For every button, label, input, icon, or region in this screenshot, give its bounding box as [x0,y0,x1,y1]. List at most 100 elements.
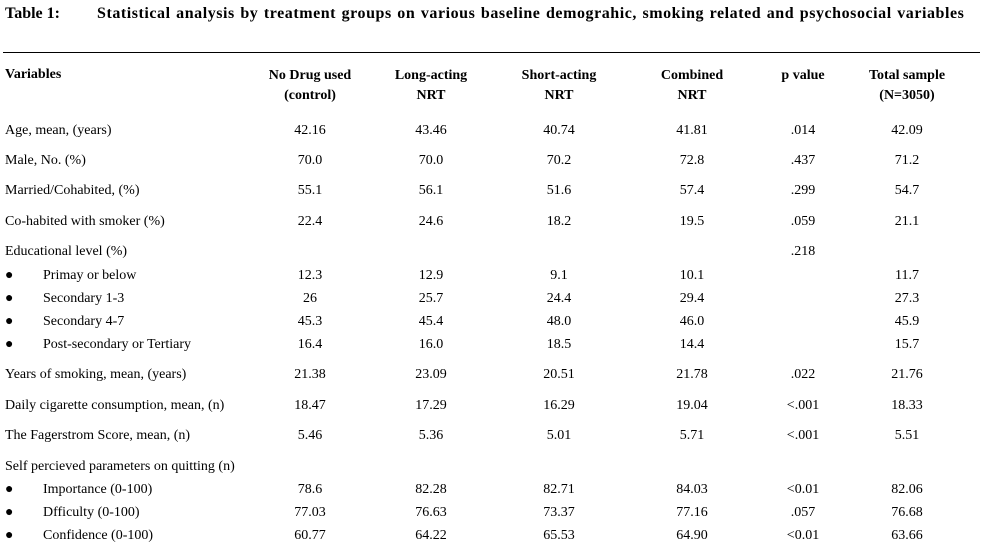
bullet-icon: ● [5,505,14,520]
cell-short-acting: 16.29 [543,398,575,413]
cell-total: 76.68 [891,505,923,520]
table-row: Daily cigarette consumption, mean, (n) 18… [0,396,985,416]
cell-long-acting: 12.9 [418,268,444,283]
cell-total: 11.7 [895,268,919,283]
table-row: ● Dfficulty (0-100) 77.03 76.63 73.37 77.16 .0… [0,503,985,523]
sub-variable-label: Secondary 4-7 [43,314,125,329]
table-row: ● Importance (0-100) 78.6 82.28 82.71 84.03 <0… [0,480,985,500]
variable-label: Years of smoking, mean, (years) [5,367,187,382]
variable-label: Co-habited with smoker (%) [5,214,165,229]
cell-short-acting: 73.37 [543,505,575,520]
cell-total: 45.9 [894,314,920,329]
header-variables: Variables [5,67,62,82]
sub-variable-label: Importance (0-100) [43,482,153,497]
table-row: Years of smoking, mean, (years) 21.38 23.0… [0,365,985,385]
cell-total: 71.2 [894,153,920,168]
cell-short-acting: 65.53 [543,528,575,543]
header-rule [3,52,980,53]
table-row: Age, mean, (years) 42.16 43.46 40.74 41.81 .0… [0,121,985,141]
variable-label: Educational level (%) [5,244,128,259]
header-short-acting: Short-acting NRT [521,68,597,103]
cell-no-drug: 45.3 [297,314,323,329]
cell-total: 21.1 [894,214,920,229]
cell-combined: 84.03 [676,482,708,497]
sub-variable-label: Dfficulty (0-100) [43,505,140,520]
cell-long-acting: 56.1 [418,183,444,198]
sub-variable-label: Post-secondary or Tertiary [43,337,192,352]
cell-no-drug: 60.77 [294,528,326,543]
variable-label: Male, No. (%) [5,153,86,168]
table-row: ● Secondary 1-3 26 25.7 24.4 29.4 27.3 [0,289,985,309]
cell-total: 5.51 [894,428,920,443]
cell-p-value: .022 [790,367,816,382]
bullet-icon: ● [5,528,14,543]
bullet-icon: ● [5,268,14,283]
cell-short-acting: 70.2 [546,153,572,168]
cell-combined: 5.71 [679,428,705,443]
cell-no-drug: 42.16 [294,123,326,138]
bullet-icon: ● [5,482,14,497]
cell-total: 54.7 [894,183,920,198]
cell-short-acting: 18.2 [546,214,572,229]
bullet-icon: ● [5,337,14,352]
cell-total: 82.06 [891,482,923,497]
table-row: Married/Cohabited, (%) 55.1 56.1 51.6 57.4 .2… [0,181,985,201]
cell-total: 18.33 [891,398,923,413]
cell-p-value: .437 [790,153,816,168]
cell-no-drug: 21.38 [294,367,326,382]
variable-label: The Fagerstrom Score, mean, (n) [5,428,191,443]
table-row: ● Secondary 4-7 45.3 45.4 48.0 46.0 45.9 [0,312,985,332]
cell-no-drug: 78.6 [297,482,323,497]
variable-label: Self percieved parameters on quitting (n… [5,459,235,474]
cell-short-acting: 40.74 [543,123,575,138]
table-row: ● Primay or below 12.3 12.9 9.1 10.1 11.7 [0,266,985,286]
cell-long-acting: 16.0 [418,337,444,352]
header-no-drug: No Drug used (control) [268,68,352,103]
cell-combined: 57.4 [679,183,705,198]
table-caption-label: Table 1: [5,5,60,22]
table-caption-text: Statistical analysis by treatment groups… [97,5,965,22]
cell-p-value: .014 [790,123,816,138]
cell-combined: 46.0 [679,314,705,329]
cell-no-drug: 77.03 [294,505,326,520]
cell-total: 42.09 [891,123,923,138]
cell-combined: 72.8 [679,153,705,168]
cell-no-drug: 12.3 [297,268,323,283]
cell-long-acting: 64.22 [415,528,447,543]
cell-short-acting: 82.71 [543,482,575,497]
cell-long-acting: 82.28 [415,482,447,497]
cell-combined: 19.04 [676,398,708,413]
header-total: Total sample (N=3050) [868,68,946,103]
table-row: ● Confidence (0-100) 60.77 64.22 65.53 64.90 <… [0,526,985,546]
cell-no-drug: 22.4 [297,214,323,229]
cell-long-acting: 45.4 [418,314,444,329]
cell-no-drug: 70.0 [297,153,323,168]
cell-long-acting: 5.36 [418,428,444,443]
cell-no-drug: 26 [303,291,317,306]
cell-no-drug: 5.46 [297,428,323,443]
cell-short-acting: 9.1 [550,268,568,283]
header-long-acting: Long-acting NRT [394,68,468,103]
cell-combined: 14.4 [679,337,705,352]
cell-p-value: .218 [790,244,816,259]
cell-combined: 41.81 [676,123,708,138]
table-row: ● Post-secondary or Tertiary 16.4 16.0 18.5 1… [0,335,985,355]
cell-p-value: .057 [790,505,816,520]
cell-combined: 19.5 [679,214,705,229]
bullet-icon: ● [5,291,14,306]
table-row: Male, No. (%) 70.0 70.0 70.2 72.8 .437 71.2 [0,151,985,171]
cell-no-drug: 16.4 [297,337,323,352]
cell-long-acting: 17.29 [415,398,447,413]
cell-long-acting: 24.6 [418,214,444,229]
cell-no-drug: 18.47 [294,398,326,413]
table-row: Educational level (%) .218 [0,242,985,262]
header-combined: Combined NRT [660,68,724,103]
table-row: The Fagerstrom Score, mean, (n) 5.46 5.36 5… [0,426,985,446]
cell-p-value: .059 [790,214,816,229]
cell-combined: 64.90 [676,528,708,543]
cell-short-acting: 51.6 [546,183,572,198]
variable-label: Married/Cohabited, (%) [5,183,140,198]
sub-variable-label: Secondary 1-3 [43,291,125,306]
cell-short-acting: 20.51 [543,367,575,382]
table-row: Co-habited with smoker (%) 22.4 24.6 18.2 19… [0,212,985,232]
